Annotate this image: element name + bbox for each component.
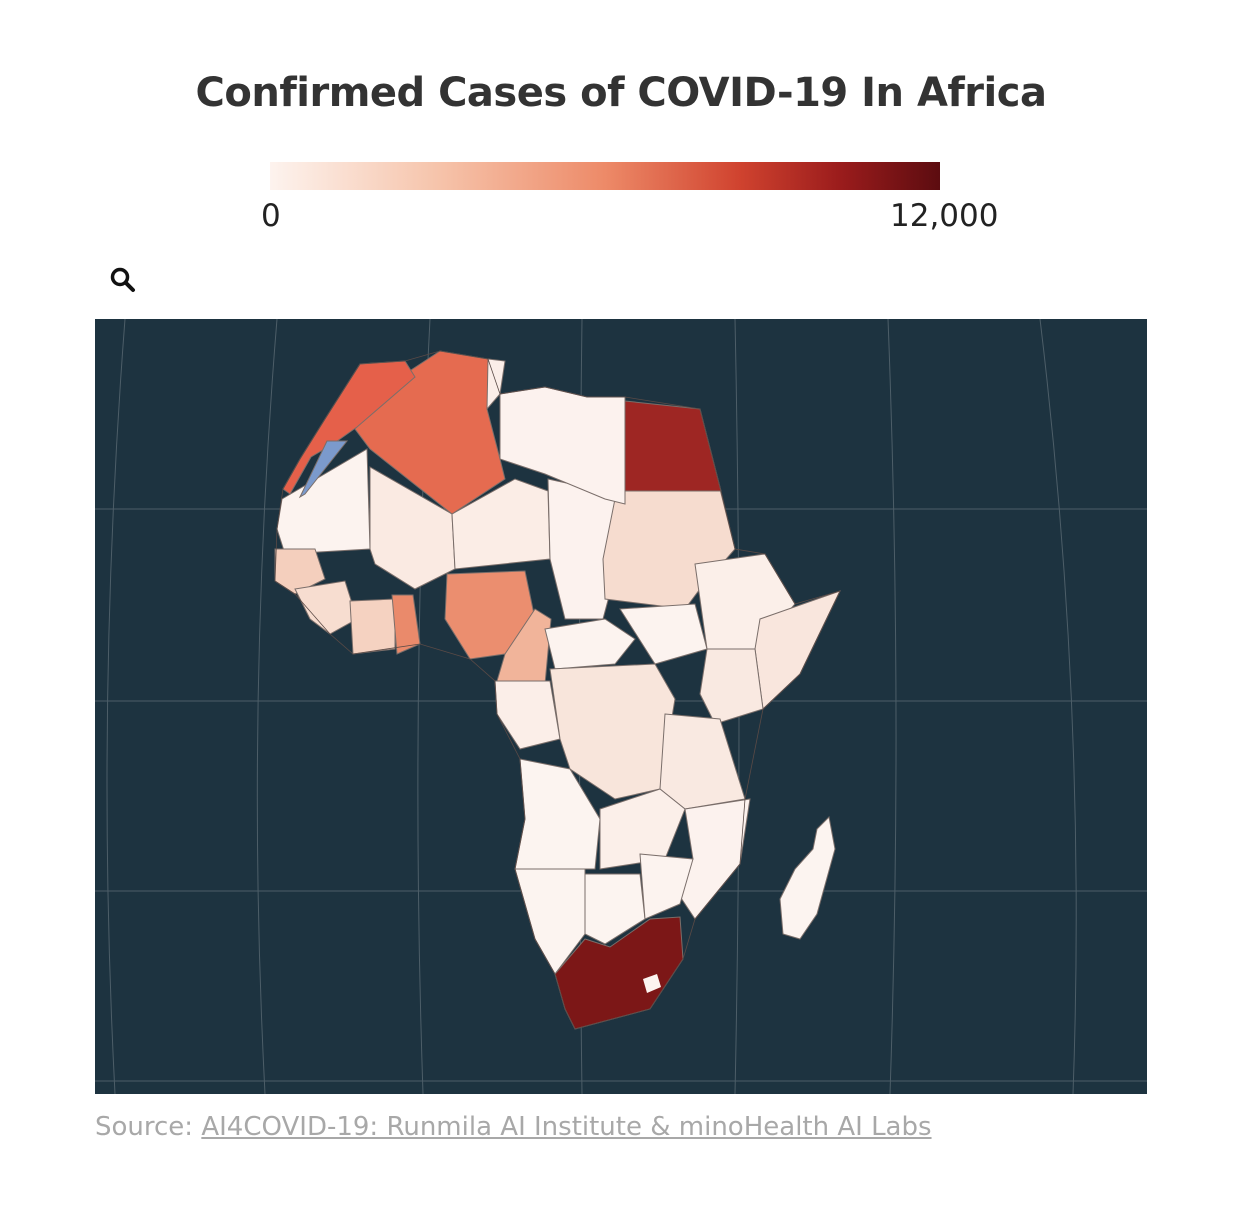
chart-title: Confirmed Cases of COVID-19 In Africa (195, 70, 1047, 116)
color-scale-max-label: 12,000 (890, 198, 999, 234)
region-guinea[interactable] (294, 580, 358, 635)
africa-map[interactable] (95, 319, 1147, 1094)
region-botswana[interactable] (584, 873, 646, 945)
source-link[interactable]: AI4COVID-19: Runmila AI Institute & mino… (201, 1112, 932, 1142)
search-icon[interactable] (108, 265, 138, 295)
color-scale-bar (270, 162, 940, 190)
region-cote-divoire[interactable] (349, 598, 396, 655)
region-drc[interactable] (549, 663, 676, 800)
coastline (274, 350, 841, 1030)
region-car[interactable] (544, 618, 636, 670)
color-scale-min-label: 0 (261, 198, 281, 234)
region-cameroon[interactable] (496, 608, 552, 685)
source-credit: Source: AI4COVID-19: Runmila AI Institut… (95, 1112, 932, 1142)
region-zambia[interactable] (599, 788, 686, 870)
source-prefix: Source: (95, 1112, 202, 1142)
region-western-sahara[interactable] (298, 440, 349, 499)
region-zimbabwe[interactable] (639, 853, 694, 920)
region-kenya[interactable] (699, 648, 764, 725)
region-lesotho (643, 974, 661, 993)
region-madagascar[interactable] (779, 815, 836, 940)
